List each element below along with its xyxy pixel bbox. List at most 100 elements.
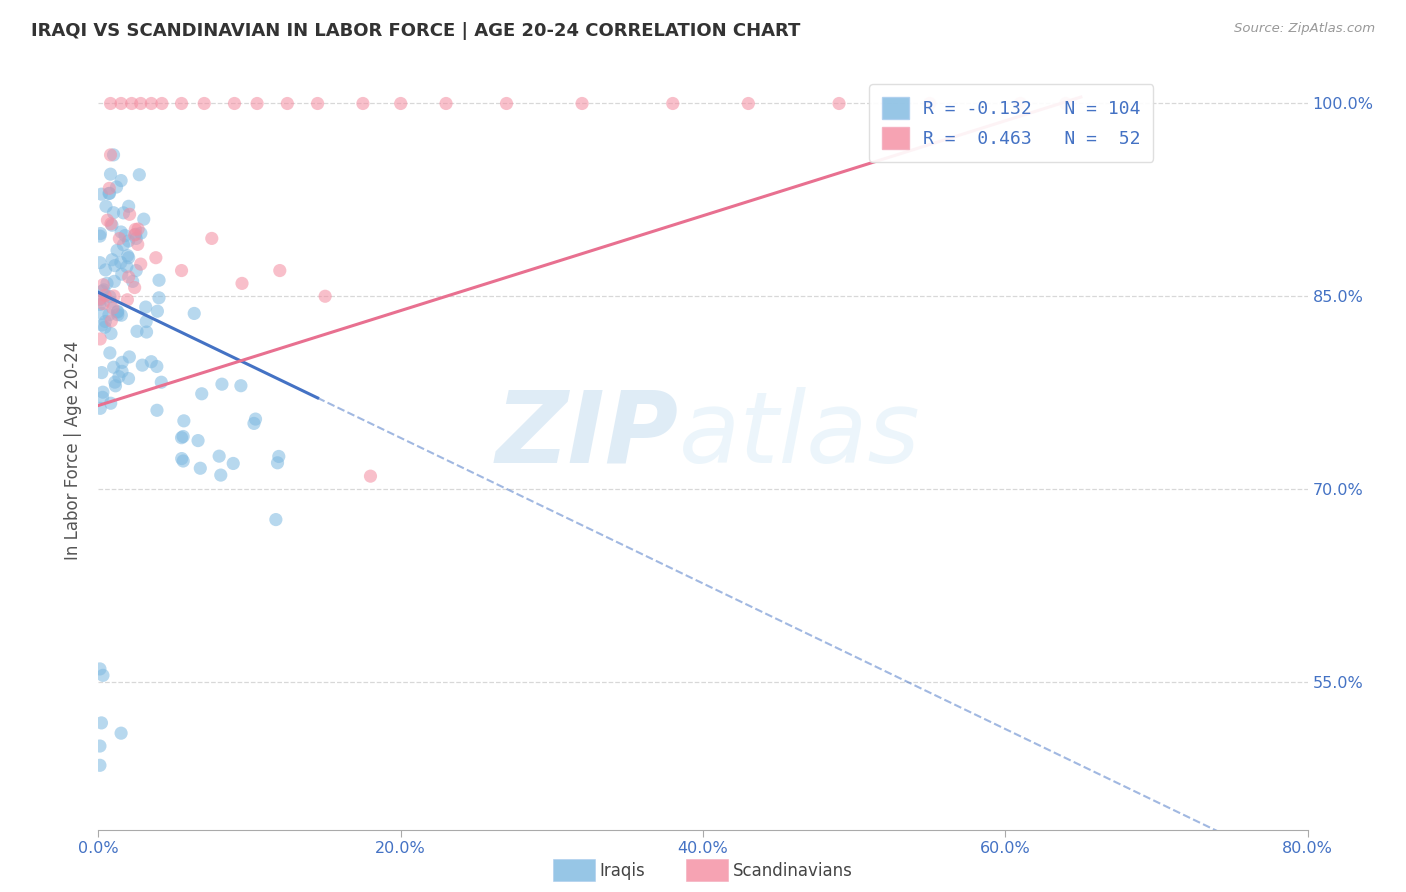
Point xyxy=(90,318,112,332)
Point xyxy=(94,199,117,213)
Point xyxy=(89,739,111,753)
Point xyxy=(146,359,169,374)
Point xyxy=(100,167,122,181)
Point xyxy=(571,96,593,111)
Point xyxy=(148,273,170,287)
Point xyxy=(267,450,290,464)
Point xyxy=(129,257,152,271)
Point xyxy=(90,715,112,730)
Point xyxy=(110,173,132,187)
Point xyxy=(170,263,193,277)
Point xyxy=(141,96,163,111)
Point xyxy=(121,96,143,111)
Point xyxy=(118,207,141,221)
Point xyxy=(131,358,153,372)
Point xyxy=(170,431,193,445)
Point xyxy=(117,249,139,263)
Point xyxy=(124,280,146,294)
Point xyxy=(94,288,117,302)
Point xyxy=(188,461,211,475)
Point xyxy=(100,314,122,328)
Point xyxy=(89,255,111,269)
Point xyxy=(103,360,125,375)
Point xyxy=(208,449,231,463)
Point xyxy=(127,237,149,252)
Point xyxy=(96,213,118,227)
Point xyxy=(100,96,122,111)
Point xyxy=(89,297,111,311)
Point xyxy=(135,300,157,314)
Point xyxy=(1054,96,1077,111)
Point xyxy=(98,346,121,360)
Point xyxy=(91,306,114,320)
Point xyxy=(360,469,382,483)
Point xyxy=(94,314,117,328)
Point xyxy=(125,324,148,338)
Point xyxy=(224,96,246,111)
Point xyxy=(89,332,111,346)
Point xyxy=(103,274,125,288)
Point xyxy=(97,308,120,322)
Point xyxy=(89,293,111,307)
Point xyxy=(100,295,122,310)
Point xyxy=(146,304,169,318)
Point xyxy=(110,255,132,269)
Point xyxy=(91,296,114,310)
Point xyxy=(172,429,194,443)
Point xyxy=(91,285,114,299)
Point xyxy=(269,263,291,277)
Point xyxy=(89,229,111,244)
Point xyxy=(105,180,128,194)
Text: IRAQI VS SCANDINAVIAN IN LABOR FORCE | AGE 20-24 CORRELATION CHART: IRAQI VS SCANDINAVIAN IN LABOR FORCE | A… xyxy=(31,22,800,40)
Point xyxy=(101,252,124,267)
Point xyxy=(111,364,134,378)
Point xyxy=(118,270,141,285)
Point xyxy=(100,326,122,341)
Point xyxy=(222,457,245,471)
Point xyxy=(93,283,115,297)
Point xyxy=(127,222,149,236)
Point xyxy=(110,96,132,111)
Point xyxy=(135,314,157,328)
Point xyxy=(129,226,152,240)
Point xyxy=(193,96,215,111)
Point xyxy=(98,290,121,304)
Point xyxy=(114,228,136,243)
Point xyxy=(201,231,224,245)
Point xyxy=(108,231,131,245)
Point xyxy=(89,662,111,676)
Point xyxy=(107,305,129,319)
Text: ZIP: ZIP xyxy=(496,387,679,483)
Point xyxy=(145,251,167,265)
Point xyxy=(118,251,141,265)
Point xyxy=(209,468,232,483)
Y-axis label: In Labor Force | Age 20-24: In Labor Force | Age 20-24 xyxy=(65,341,83,560)
Point xyxy=(190,386,212,401)
Point xyxy=(737,96,759,111)
Point xyxy=(110,308,132,322)
Point xyxy=(124,227,146,242)
Point xyxy=(98,186,121,201)
Point xyxy=(146,403,169,417)
Point xyxy=(246,96,269,111)
Point xyxy=(276,96,298,111)
Point xyxy=(187,434,209,448)
Point xyxy=(104,259,127,273)
Point xyxy=(117,293,139,307)
Point xyxy=(104,379,127,393)
Point xyxy=(98,181,121,195)
Point xyxy=(107,308,129,322)
Point xyxy=(91,385,114,400)
Point xyxy=(125,227,148,242)
Point xyxy=(91,668,114,682)
Point xyxy=(89,227,111,241)
Point xyxy=(231,277,253,291)
Point xyxy=(94,263,117,277)
Point xyxy=(266,456,288,470)
Point xyxy=(229,378,252,392)
Point xyxy=(104,375,127,389)
Point xyxy=(243,417,266,431)
Point xyxy=(125,263,148,277)
Point xyxy=(103,148,125,162)
Point xyxy=(132,212,155,227)
